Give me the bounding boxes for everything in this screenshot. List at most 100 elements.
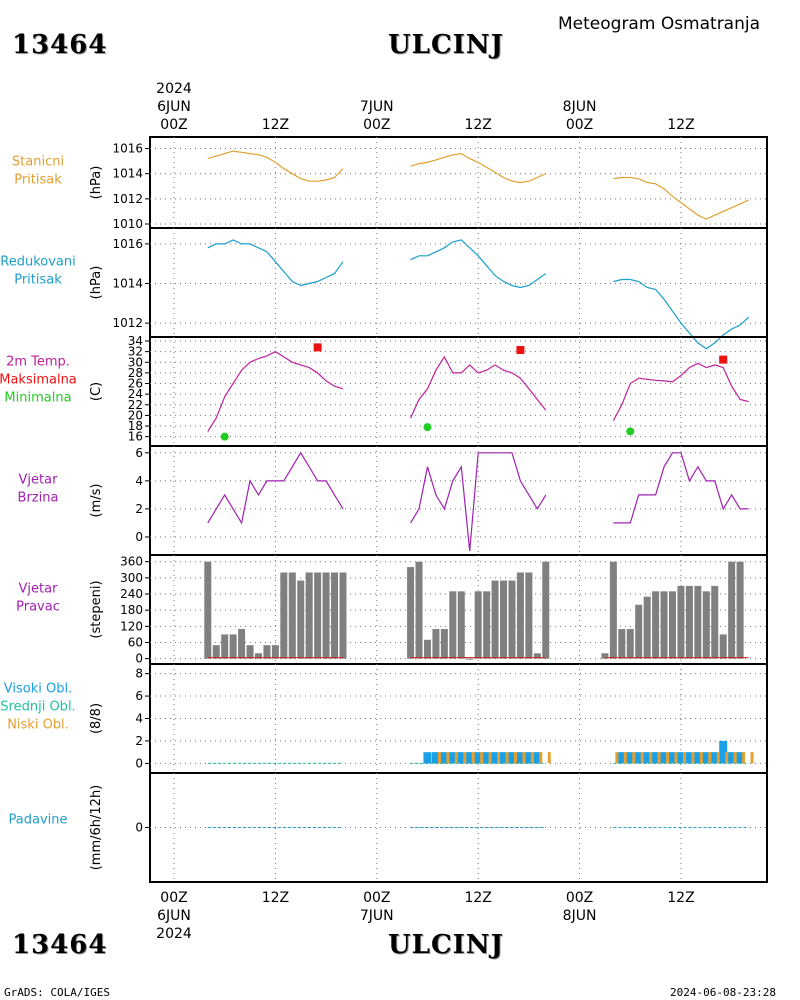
y-tick-label: 360	[120, 555, 143, 569]
direction-bar	[466, 658, 474, 660]
panel-redukovani: 1012 1014 1016 (hPa) Redukovani Pritisak	[0, 227, 768, 350]
direction-bar	[609, 561, 617, 659]
panel-label: Brzina	[18, 491, 59, 506]
cloud-high-bar	[727, 752, 736, 764]
station-name: ULCINJ	[388, 30, 504, 60]
y-axis-label: (mm/6h/12h)	[89, 785, 104, 871]
direction-bar	[288, 572, 296, 659]
panel-wind_direction: 0 60 120 180 240 300 360 (stepeni) Vjetar Pravac	[16, 554, 768, 666]
panel-label: Maksimalna	[0, 373, 77, 388]
cloud-low-bar	[437, 752, 441, 764]
y-tick-label: 1014	[112, 167, 143, 181]
direction-bar	[254, 653, 262, 659]
direction-bar	[508, 580, 516, 659]
y-tick-label: 1012	[112, 192, 143, 206]
direction-bar	[618, 629, 626, 659]
panel-wind_speed: 0 2 4 6 (m/s) Vjetar Brzina	[18, 445, 768, 556]
cloud-high-bar	[702, 752, 711, 764]
direction-bar	[500, 580, 508, 659]
cloud-low-bar	[716, 752, 720, 764]
direction-bar	[229, 634, 237, 659]
panel-label: Srednji Obl.	[0, 700, 75, 715]
direction-bar	[246, 645, 254, 659]
top-date-label: 7JUN	[360, 99, 394, 115]
tmax-marker	[313, 343, 322, 352]
bottom-tick-label: 00Z	[566, 890, 593, 906]
y-axis-label: (stepeni)	[89, 580, 104, 638]
cloud-high-bar	[634, 752, 643, 764]
top-tick-label: 00Z	[160, 117, 187, 133]
y-axis-label: (C)	[89, 382, 104, 401]
direction-bar	[694, 585, 702, 659]
top-tick-label: 00Z	[566, 117, 593, 133]
cloud-high-bar	[676, 752, 685, 764]
y-tick-label: 2	[135, 502, 143, 516]
panel-label: Vjetar	[19, 582, 59, 597]
direction-bar	[719, 634, 727, 659]
direction-bar	[736, 561, 744, 659]
bottom-tick-label: 12Z	[262, 890, 289, 906]
direction-bar	[525, 572, 533, 659]
cloud-low-bar	[505, 752, 509, 764]
cloud-low-bar	[463, 752, 467, 764]
direction-bar	[423, 639, 431, 659]
cloud-low-bar	[513, 752, 517, 764]
panel-label: Padavine	[9, 813, 68, 828]
cloud-low-bar	[640, 752, 644, 764]
cloud-low-bar	[480, 752, 484, 764]
y-tick-label: 6	[135, 446, 143, 460]
top-date-label: 6JUN	[157, 99, 191, 115]
cloud-low-bar	[750, 752, 754, 764]
cloud-high-bar	[482, 752, 491, 764]
cloud-high-bar	[651, 752, 660, 764]
cloud-low-bar	[632, 752, 636, 764]
cloud-high-bar	[668, 752, 677, 764]
cloud-low-bar	[649, 752, 653, 764]
panel-label: Redukovani	[0, 255, 75, 270]
panel-label: Pravac	[16, 600, 60, 615]
direction-bar	[407, 567, 415, 659]
bottom-date-label: 8JUN	[563, 908, 597, 924]
cloud-high-bar	[626, 752, 635, 764]
cloud-low-bar	[454, 752, 458, 764]
cloud-low-bar	[539, 752, 543, 764]
y-tick-label: 0	[135, 652, 143, 666]
cloud-high-bar	[710, 752, 719, 764]
cloud-low-bar	[623, 752, 627, 764]
cloud-high-bar	[643, 752, 652, 764]
direction-bar	[271, 645, 279, 659]
cloud-low-bar	[471, 752, 475, 764]
cloud-high-bar	[617, 752, 626, 764]
direction-bar	[331, 572, 339, 659]
top-tick-label: 12Z	[262, 117, 289, 133]
direction-bar	[440, 629, 448, 659]
direction-bar	[677, 585, 685, 659]
direction-bar	[457, 591, 465, 659]
direction-bar	[212, 645, 220, 659]
panel-frame	[149, 336, 768, 447]
y-tick-label: 1016	[112, 237, 143, 251]
timestamp: 2024-06-08-23:28	[670, 986, 776, 999]
y-tick-label: 1014	[112, 276, 143, 290]
cloud-low-bar	[691, 752, 695, 764]
tmin-marker	[220, 432, 229, 441]
panel-label: Pritisak	[14, 173, 62, 188]
cloud-high-bar	[524, 752, 533, 764]
cloud-low-bar	[725, 752, 729, 764]
direction-bar	[491, 580, 499, 659]
y-tick-label: 28	[128, 366, 143, 380]
bottom-tick-label: 12Z	[464, 890, 491, 906]
cloud-low-bar	[674, 752, 678, 764]
panel-stanicni: 1010 1012 1014 1016 (hPa) Stanicni Pritisak	[12, 136, 768, 231]
y-tick-label: 6	[135, 689, 143, 703]
direction-bar	[221, 634, 229, 659]
direction-bar	[483, 591, 491, 659]
y-tick-label: 18	[128, 419, 143, 433]
y-tick-label: 32	[128, 345, 143, 359]
y-tick-label: 8	[135, 667, 143, 681]
direction-bar	[314, 572, 322, 659]
y-axis-label: (hPa)	[89, 266, 104, 300]
direction-bar	[322, 572, 330, 659]
y-tick-label: 20	[128, 408, 143, 422]
cloud-high-bar	[533, 752, 542, 764]
